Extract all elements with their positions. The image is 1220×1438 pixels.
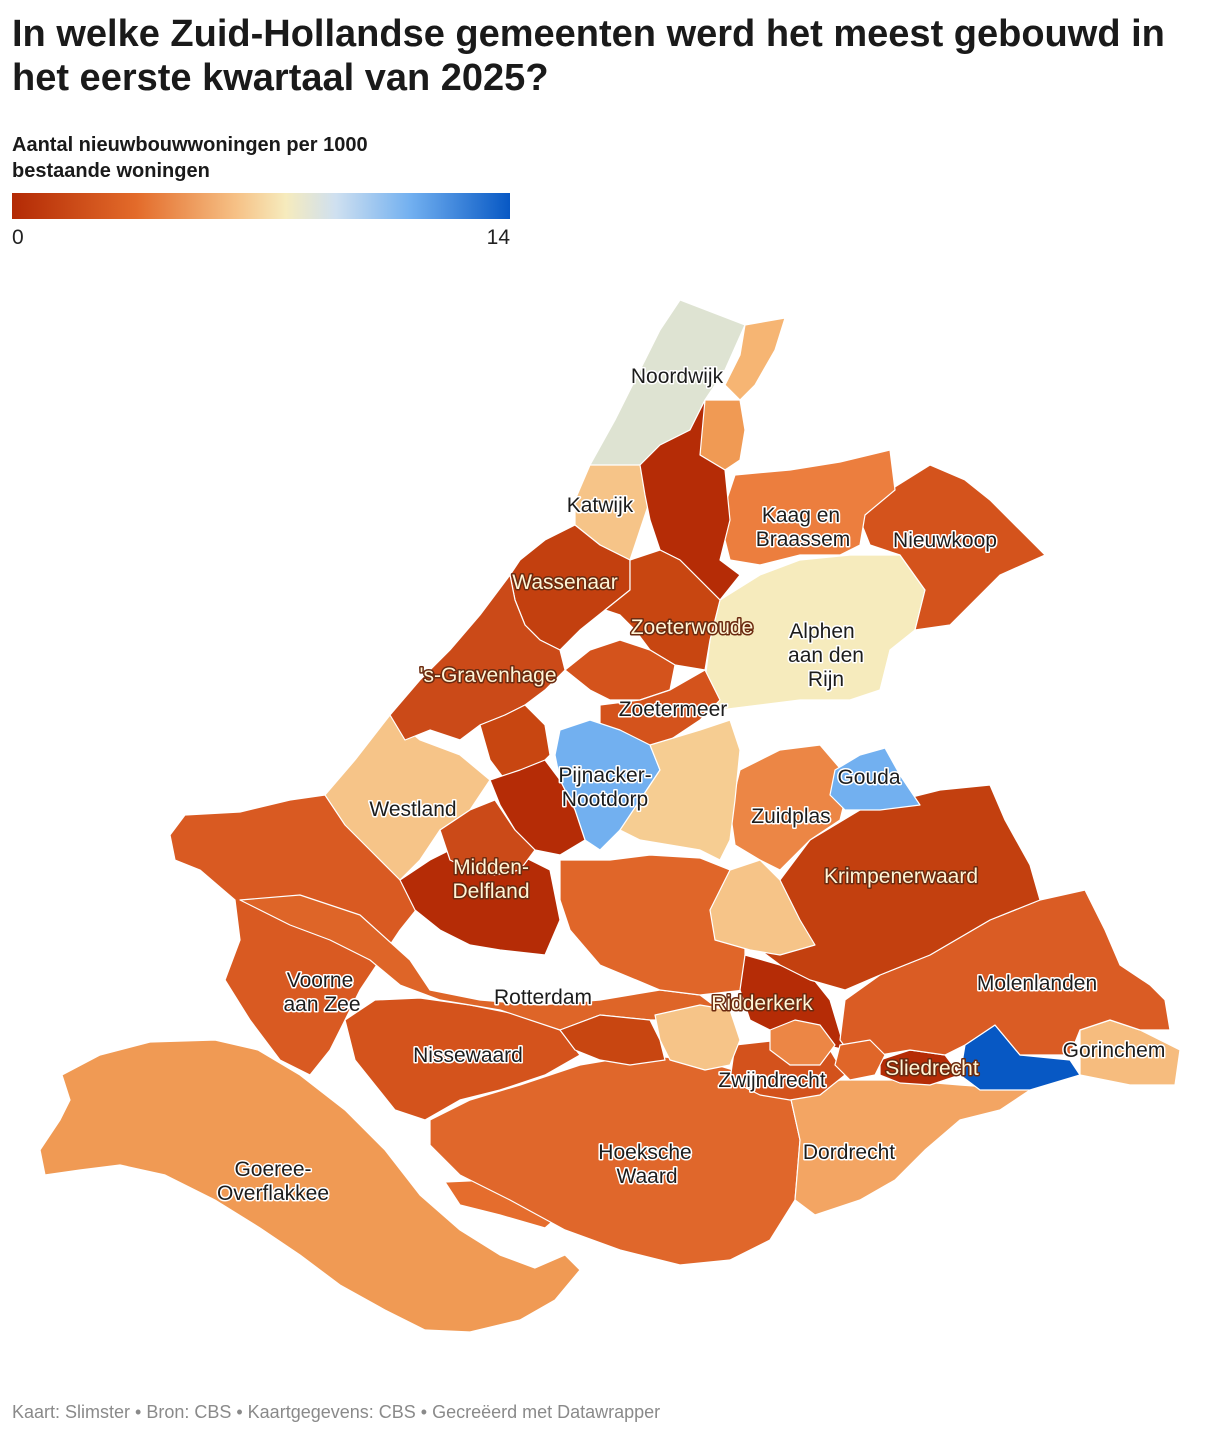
chart-title: In welke Zuid-Hollandse gemeenten werd h… (12, 13, 1165, 99)
region-capelle (709, 859, 816, 956)
region-papendrecht (834, 1039, 886, 1081)
label-sliedrecht: Sliedrecht (885, 1057, 979, 1080)
label-molenlanden: Molenlanden (977, 972, 1097, 995)
region-goeree-overflakkee[interactable] (39, 1039, 581, 1333)
color-legend-bar (12, 193, 510, 219)
label-pijnacker-1: Pijnacker- (558, 764, 651, 787)
region-leidschendam (564, 639, 676, 701)
region-leiden[interactable] (639, 399, 741, 601)
label-pijnacker-2: Nootdorp (562, 788, 648, 811)
region-albrandswaard (559, 1014, 666, 1066)
label-zoeterwoude: Zoeterwoude (631, 616, 754, 639)
label-hoeksche-2: Waard (616, 1165, 677, 1188)
label-gouda: Gouda (837, 766, 900, 789)
label-westland: Westland (369, 798, 456, 821)
region-voorne-aan-zee[interactable] (169, 794, 421, 1076)
chart-footer: Kaart: Slimster • Bron: CBS • Kaartgegev… (12, 1402, 661, 1422)
label-voorne-1: Voorne (287, 969, 354, 992)
chart-subtitle: Aantal nieuwbouwwoningen per 1000 bestaa… (12, 134, 368, 182)
label-ridderkerk: Ridderkerk (711, 992, 813, 1015)
label-hoeksche-1: Hoeksche (598, 1141, 691, 1164)
label-kaag-2: Braassem (756, 528, 851, 551)
label-nieuwkoop: Nieuwkoop (893, 529, 997, 552)
label-wassenaar: Wassenaar (512, 571, 617, 594)
label-rotterdam: Rotterdam (494, 986, 592, 1009)
label-katwijk: Katwijk (567, 494, 634, 517)
region-barendrecht (654, 1004, 741, 1071)
label-zuidplas: Zuidplas (751, 805, 830, 828)
label-noordwijk: Noordwijk (631, 365, 724, 388)
label-nissewaard: Nissewaard (413, 1044, 523, 1067)
label-midden-delfland-2: Delfland (452, 880, 529, 903)
region-zuidplas[interactable] (729, 744, 851, 871)
legend-min-label: 0 (12, 226, 24, 249)
label-gorinchem: Gorinchem (1063, 1039, 1166, 1062)
region-delft (479, 704, 551, 781)
label-goeree-2: Overflakkee (217, 1182, 329, 1205)
label-midden-delfland-1: Midden- (453, 856, 529, 879)
region-kaag-en-braassem[interactable] (719, 449, 896, 566)
label-krimpenerwaard: Krimpenerwaard (824, 865, 978, 888)
label-dordrecht: Dordrecht (803, 1141, 895, 1164)
legend-max-label: 14 (486, 226, 510, 249)
region-nissewaard[interactable] (344, 997, 581, 1121)
label-zwijndrecht: Zwijndrecht (718, 1069, 826, 1092)
label-alphen-2: aan den (788, 644, 864, 667)
region-teylingen (724, 317, 786, 401)
label-alphen-3: Rijn (808, 668, 844, 691)
label-zoetermeer: Zoetermeer (619, 698, 728, 721)
region-gouda[interactable] (829, 747, 921, 811)
label-gravenhage: 's-Gravenhage (419, 664, 556, 687)
region-lansingerland (619, 719, 741, 861)
region-zoeterwoude[interactable] (604, 549, 721, 671)
label-alphen-1: Alphen (789, 620, 854, 643)
label-voorne-2: aan Zee (283, 993, 360, 1016)
label-goeree-1: Goeree- (234, 1158, 311, 1181)
region-hendrik-ido-ambacht (769, 1019, 836, 1066)
region-nieuwkoop[interactable] (859, 464, 1046, 631)
label-kaag-1: Kaag en (762, 504, 840, 527)
region-vlaardingen (439, 799, 536, 876)
